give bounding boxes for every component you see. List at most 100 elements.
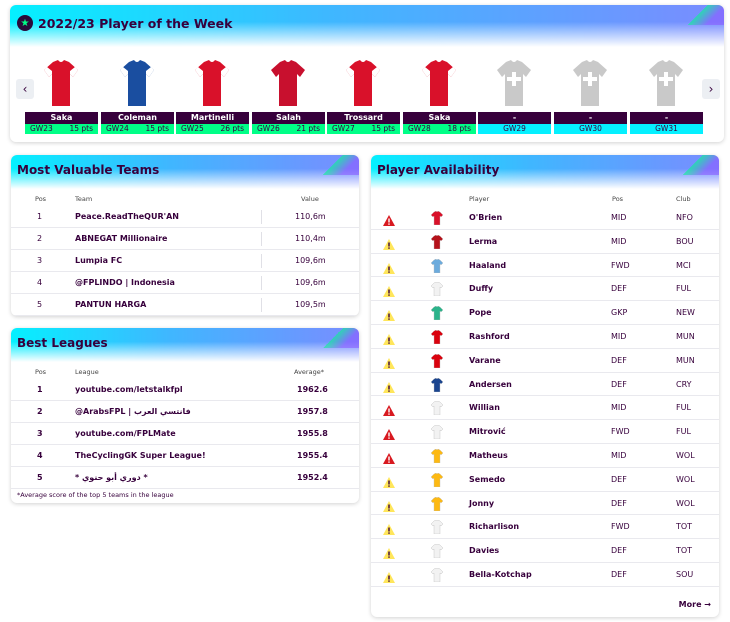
potw-card[interactable]: Trossard GW27 15 pts [327, 57, 400, 135]
team-cell: ABNEGAT Millionaire [75, 234, 168, 243]
player-cell: Bella-Kotchap [469, 570, 532, 579]
potw-gameweek: GW28 18 pts [403, 124, 476, 134]
warning-icon [383, 379, 395, 393]
warning-icon [383, 474, 395, 488]
player-cell: Semedo [469, 474, 506, 484]
table-row[interactable]: Lerma MID BOU [371, 230, 719, 254]
table-row[interactable]: Richarlison FWD TOT [371, 515, 719, 540]
potw-card[interactable]: Martinelli GW25 26 pts [176, 57, 249, 135]
table-row[interactable]: O'Brien MID NFO [371, 206, 719, 230]
club-cell: WOL [676, 474, 695, 484]
table-row[interactable]: 5 PANTUN HARGA 109,5m [11, 294, 359, 316]
panel-header [371, 155, 719, 189]
table-row[interactable]: Pope GKP NEW [371, 301, 719, 325]
potw-player-name: Saka [25, 112, 98, 124]
league-cell: TheCyclingGK Super League! [75, 451, 206, 460]
divider [261, 210, 262, 224]
potw-player-name: - [630, 112, 703, 124]
shirt-icon [430, 472, 444, 487]
potw-gameweek: GW25 26 pts [176, 124, 249, 134]
table-row[interactable]: Varane DEF MUN [371, 349, 719, 373]
player-cell: Duffy [469, 284, 494, 294]
pos-cell: FWD [611, 427, 630, 437]
pos-cell: DEF [611, 498, 627, 508]
club-cell: FUL [676, 403, 691, 413]
gameweek-label: GW28 [408, 124, 431, 133]
warning-icon [383, 426, 395, 441]
chevron-left-icon[interactable]: ‹ [16, 79, 34, 99]
potw-card[interactable]: - GW30 [554, 57, 627, 135]
player-cell: Matheus [469, 451, 508, 460]
average-cell: 1955.8 [297, 429, 328, 438]
potw-card[interactable]: Coleman GW24 15 pts [101, 57, 174, 135]
average-cell: 1957.8 [297, 407, 328, 416]
potw-gameweek: GW29 [478, 124, 551, 134]
table-row[interactable]: 2 @ArabsFPL | فانتسي العرب 1957.8 [11, 401, 359, 423]
shirt-icon [195, 60, 229, 106]
pos-cell: FWD [611, 260, 630, 270]
divider [261, 298, 262, 312]
pos-cell: 4 [37, 451, 43, 460]
shirt-icon [649, 60, 683, 106]
table-row[interactable]: Semedo DEF WOL [371, 468, 719, 492]
shirt-icon [430, 543, 444, 559]
warning-icon [383, 521, 395, 536]
warning-icon [383, 307, 395, 322]
gameweek-label: GW29 [503, 124, 526, 133]
pos-cell: MID [611, 332, 627, 341]
shirt-icon [120, 60, 154, 106]
table-row[interactable]: Rashford MID MUN [371, 325, 719, 349]
shirt-icon [430, 234, 444, 249]
table-row[interactable]: Andersen DEF CRY [371, 373, 719, 397]
warning-icon [383, 236, 395, 250]
potw-card[interactable]: Saka GW23 15 pts [25, 57, 98, 135]
table-row[interactable]: 1 Peace.ReadTheQUR'AN 110,6m [11, 206, 359, 228]
table-row[interactable]: 3 youtube.com/FPLMate 1955.8 [11, 423, 359, 445]
potw-player-name: - [554, 112, 627, 124]
shirt-icon [430, 401, 444, 416]
league-cell: @ArabsFPL | فانتسي العرب [75, 407, 191, 416]
more-link[interactable]: More → [678, 600, 711, 609]
league-cell: youtube.com/letstalkfpl [75, 385, 183, 394]
table-row[interactable]: 5 * دوري أبو حنوي * 1952.4 [11, 467, 359, 489]
pos-cell: DEF [611, 474, 627, 484]
warning-icon [383, 545, 395, 560]
points-label: 15 pts [145, 124, 169, 133]
table-row[interactable]: Mitrović FWD FUL [371, 420, 719, 444]
table-row[interactable]: Duffy DEF FUL [371, 277, 719, 302]
pos-cell: MID [611, 213, 627, 222]
warning-icon [383, 212, 395, 226]
gameweek-label: GW26 [257, 124, 280, 133]
col-header-pos: Pos [35, 368, 47, 376]
table-row[interactable]: 4 @FPLINDO | Indonesia 109,6m [11, 272, 359, 294]
potw-card[interactable]: Saka GW28 18 pts [403, 57, 476, 135]
table-row[interactable]: Haaland FWD MCI [371, 254, 719, 278]
player-cell: Varane [469, 355, 501, 365]
potw-card[interactable]: - GW31 [630, 57, 703, 135]
footnote: *Average score of the top 5 teams in the… [17, 491, 174, 499]
club-cell: MCI [676, 260, 691, 270]
table-row[interactable]: 4 TheCyclingGK Super League! 1955.4 [11, 445, 359, 467]
average-cell: 1955.4 [297, 451, 328, 460]
club-cell: TOT [676, 546, 693, 556]
warning-icon [383, 260, 395, 274]
points-label: 15 pts [371, 124, 395, 133]
gameweek-label: GW24 [106, 124, 129, 133]
table-row[interactable]: 3 Lumpia FC 109,6m [11, 250, 359, 272]
league-cell: youtube.com/FPLMate [75, 429, 176, 438]
shirt-icon [430, 305, 444, 321]
divider [261, 276, 262, 290]
chevron-right-icon[interactable]: › [702, 79, 720, 99]
potw-card[interactable]: - GW29 [478, 57, 551, 135]
table-row[interactable]: 1 youtube.com/letstalkfpl 1962.6 [11, 379, 359, 401]
potw-gameweek: GW26 21 pts [252, 124, 325, 134]
player-cell: O'Brien [469, 213, 503, 222]
table-row[interactable]: Davies DEF TOT [371, 539, 719, 563]
table-row[interactable]: Willian MID FUL [371, 396, 719, 421]
table-row[interactable]: Jonny DEF WOL [371, 492, 719, 516]
table-row[interactable]: Matheus MID WOL [371, 444, 719, 468]
table-row[interactable]: 2 ABNEGAT Millionaire 110,4m [11, 228, 359, 250]
table-row[interactable]: Bella-Kotchap DEF SOU [371, 563, 719, 587]
club-cell: BOU [676, 236, 694, 246]
potw-card[interactable]: Salah GW26 21 pts [252, 57, 325, 135]
